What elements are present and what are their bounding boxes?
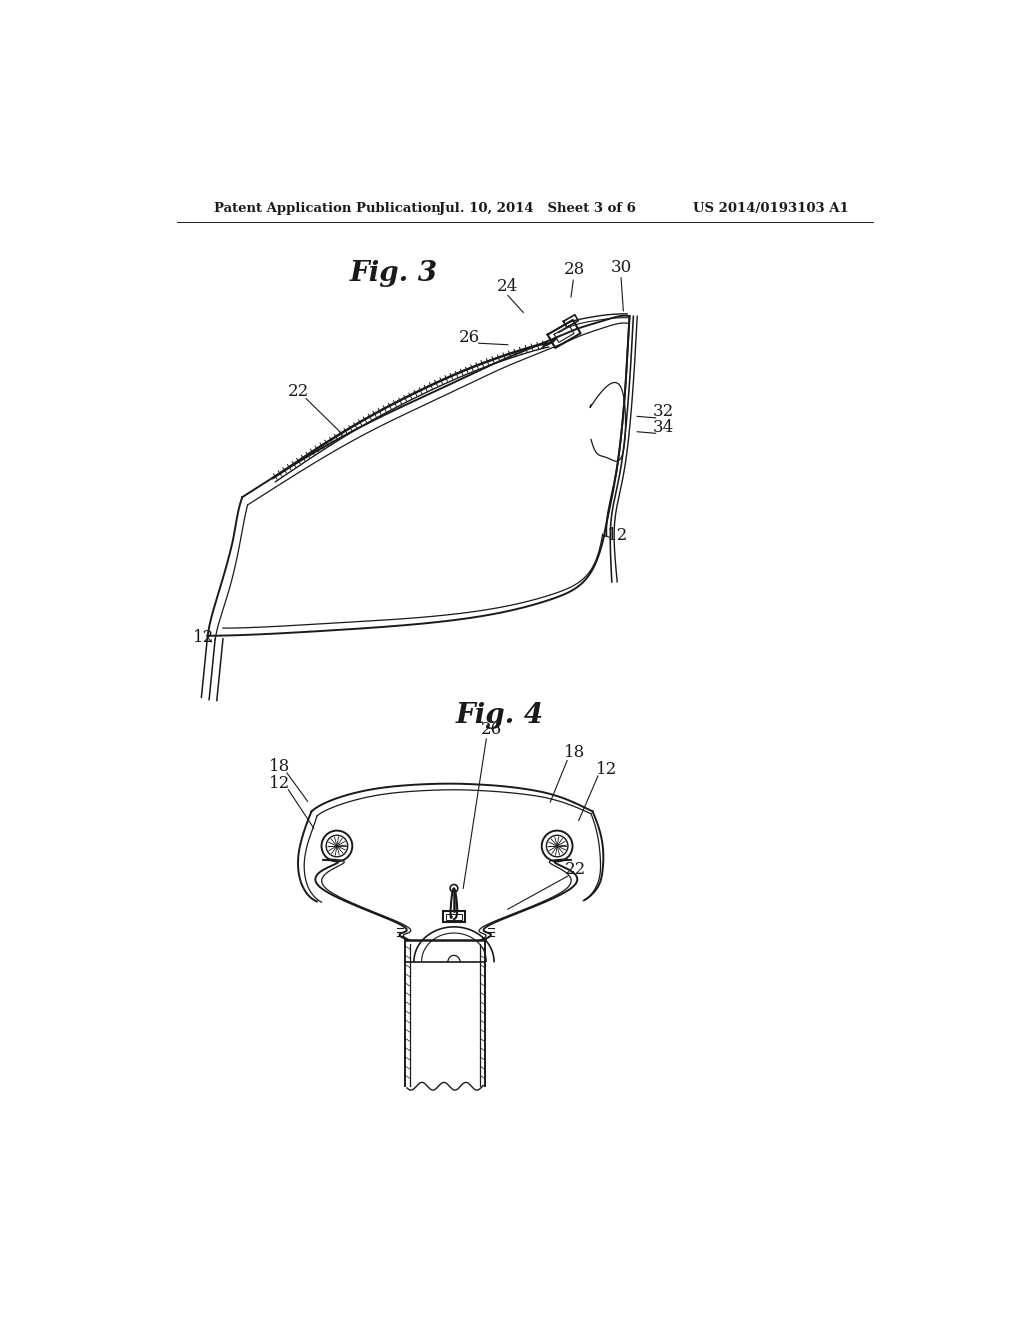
Text: 12: 12 [268,775,290,792]
Text: Patent Application Publication: Patent Application Publication [214,202,440,215]
Text: 24: 24 [498,277,518,294]
Text: 18: 18 [564,744,586,762]
Text: 30: 30 [611,259,633,276]
Text: 26: 26 [459,329,480,346]
Text: Fig. 4: Fig. 4 [456,702,544,729]
Text: 34: 34 [652,418,674,436]
Bar [443,911,465,923]
Bar [446,913,462,920]
Text: 12: 12 [596,762,617,779]
Text: 22: 22 [565,862,587,879]
Text: 26: 26 [480,721,502,738]
Text: 12: 12 [194,628,214,645]
Text: 12: 12 [606,527,628,544]
Text: 18: 18 [268,758,290,775]
Text: Jul. 10, 2014   Sheet 3 of 6: Jul. 10, 2014 Sheet 3 of 6 [438,202,636,215]
Text: 28: 28 [564,261,586,279]
Text: 32: 32 [652,404,674,420]
Text: US 2014/0193103 A1: US 2014/0193103 A1 [692,202,849,215]
Text: 22: 22 [288,383,309,400]
Text: Fig. 3: Fig. 3 [350,260,438,288]
